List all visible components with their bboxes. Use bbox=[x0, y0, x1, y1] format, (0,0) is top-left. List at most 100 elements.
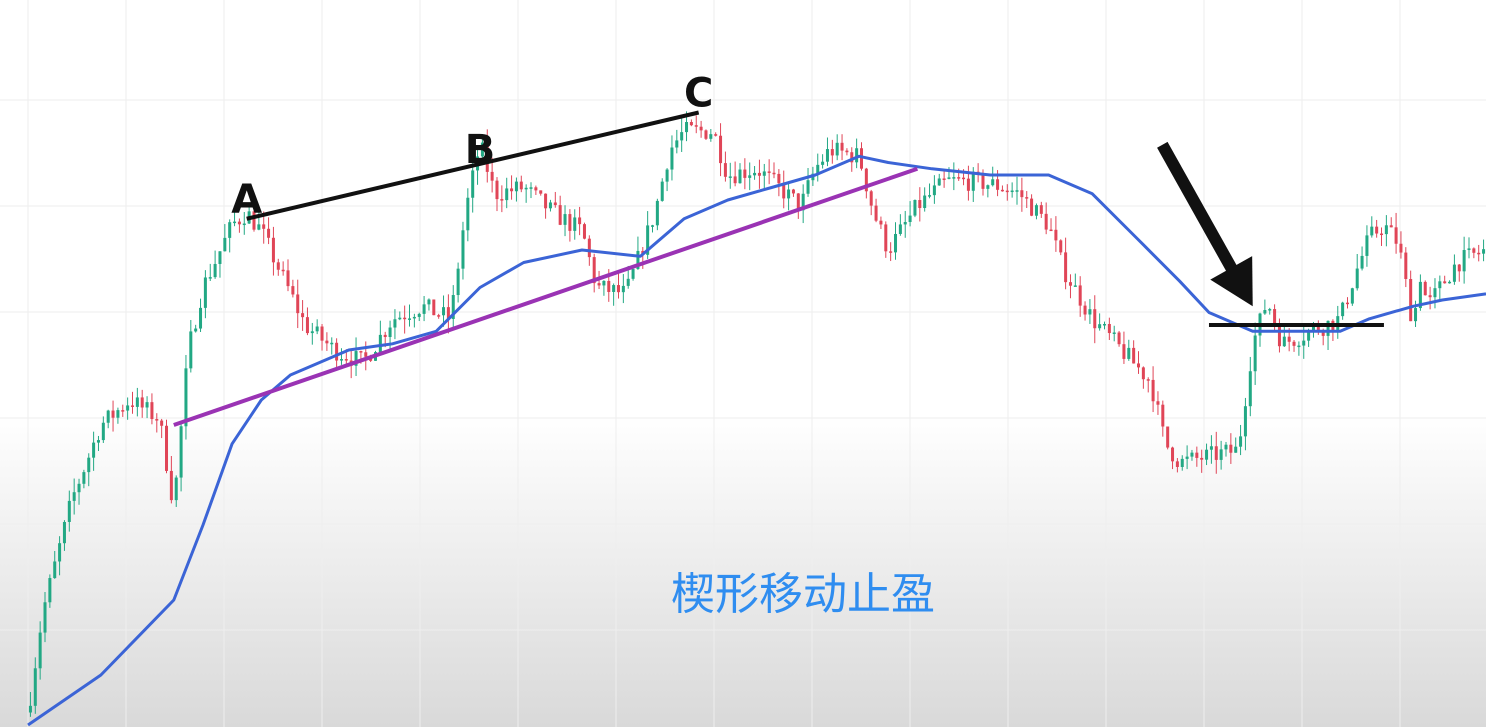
candle-body bbox=[937, 178, 941, 186]
overlays: A B C bbox=[27, 71, 1486, 727]
candle-body bbox=[544, 193, 548, 209]
candle-body bbox=[43, 602, 47, 633]
candle-bullish bbox=[816, 153, 820, 182]
candle-body bbox=[194, 328, 198, 332]
candle-bullish bbox=[651, 224, 655, 233]
candle-body bbox=[918, 199, 922, 209]
candle-body bbox=[480, 142, 484, 157]
candle-body bbox=[1302, 340, 1306, 346]
candle-bullish bbox=[1482, 239, 1486, 262]
candle-bullish bbox=[456, 262, 460, 303]
candle-bullish bbox=[680, 117, 684, 152]
candle-bearish bbox=[165, 419, 169, 474]
swing-label-b: B bbox=[465, 127, 496, 173]
candle-bullish bbox=[1350, 287, 1354, 306]
candle-body bbox=[335, 342, 339, 361]
candle-body bbox=[1234, 446, 1238, 453]
candle-bullish bbox=[1253, 322, 1257, 385]
candle-bullish bbox=[1370, 216, 1374, 238]
candle-body bbox=[806, 180, 810, 194]
candle-bearish bbox=[918, 187, 922, 222]
candle-body bbox=[1273, 309, 1277, 325]
candle-bearish bbox=[1054, 216, 1058, 252]
candle-bullish bbox=[709, 128, 713, 142]
candle-bearish bbox=[1477, 244, 1481, 262]
candle-body bbox=[451, 295, 455, 319]
candle-body bbox=[1287, 336, 1291, 342]
candle-body bbox=[772, 172, 776, 175]
candle-bearish bbox=[1380, 227, 1384, 246]
candle-bearish bbox=[403, 305, 407, 334]
candle-bullish bbox=[631, 266, 635, 281]
candle-body bbox=[485, 142, 489, 172]
candle-body bbox=[1316, 326, 1320, 332]
candle-bearish bbox=[1093, 295, 1097, 344]
candle-bullish bbox=[417, 312, 421, 322]
candle-body bbox=[675, 140, 679, 148]
candle-body bbox=[548, 202, 552, 209]
candle-bullish bbox=[194, 324, 198, 333]
candle-body bbox=[966, 178, 970, 191]
candle-bearish bbox=[845, 148, 849, 156]
candle-bullish bbox=[1360, 246, 1364, 271]
candle-bearish bbox=[130, 391, 134, 414]
candle-bearish bbox=[160, 418, 164, 439]
candle-bearish bbox=[1141, 366, 1145, 389]
candle-body bbox=[694, 125, 698, 127]
candle-bearish bbox=[884, 221, 888, 258]
candle-body bbox=[578, 217, 582, 225]
candle-body bbox=[1112, 332, 1116, 334]
candle-bearish bbox=[1404, 247, 1408, 288]
arrow-shaft bbox=[1157, 141, 1240, 277]
candle-bearish bbox=[495, 177, 499, 212]
candle-body bbox=[1064, 252, 1068, 283]
candle-bullish bbox=[101, 416, 105, 443]
candle-bullish bbox=[82, 469, 86, 489]
candle-bearish bbox=[782, 170, 786, 209]
candle-bullish bbox=[913, 199, 917, 218]
candle-body bbox=[1102, 323, 1106, 326]
candle-body bbox=[505, 188, 509, 201]
candle-body bbox=[82, 472, 86, 484]
candle-bullish bbox=[1185, 445, 1189, 470]
candle-body bbox=[1088, 309, 1092, 315]
candle-bearish bbox=[568, 209, 572, 242]
candle-body bbox=[62, 521, 66, 544]
candle-body bbox=[869, 191, 873, 206]
candle-body bbox=[719, 135, 723, 164]
candle-body bbox=[568, 214, 572, 231]
candle-bullish bbox=[53, 550, 57, 579]
candle-bullish bbox=[96, 435, 100, 452]
candle-bullish bbox=[1243, 397, 1247, 451]
candle-bearish bbox=[1049, 218, 1053, 232]
candle-body bbox=[884, 224, 888, 252]
candle-bullish bbox=[738, 163, 742, 184]
candle-body bbox=[1355, 268, 1359, 289]
candle-bearish bbox=[111, 400, 115, 432]
candle-body bbox=[908, 215, 912, 223]
candle-bearish bbox=[1025, 191, 1029, 209]
candle-bearish bbox=[777, 169, 781, 197]
candle-bullish bbox=[621, 274, 625, 304]
candle-body bbox=[242, 223, 246, 226]
candle-bearish bbox=[723, 151, 727, 182]
candle-body bbox=[223, 237, 227, 252]
candle-body bbox=[874, 205, 878, 221]
candle-body bbox=[339, 359, 343, 361]
candle-body bbox=[859, 148, 863, 169]
candle-body bbox=[762, 171, 766, 176]
candle-bullish bbox=[116, 407, 120, 424]
candle-bearish bbox=[840, 134, 844, 161]
candle-bullish bbox=[806, 167, 810, 197]
candle-body bbox=[155, 419, 159, 421]
candle-body bbox=[1171, 447, 1175, 462]
candle-body bbox=[126, 405, 130, 411]
candle-body bbox=[1185, 456, 1189, 459]
candle-body bbox=[28, 705, 32, 713]
candle-bearish bbox=[1423, 280, 1427, 296]
candle-body bbox=[1389, 225, 1393, 228]
candle-body bbox=[1433, 288, 1437, 298]
candle-body bbox=[1350, 288, 1354, 304]
candle-body bbox=[116, 410, 120, 418]
candle-bearish bbox=[592, 253, 596, 293]
